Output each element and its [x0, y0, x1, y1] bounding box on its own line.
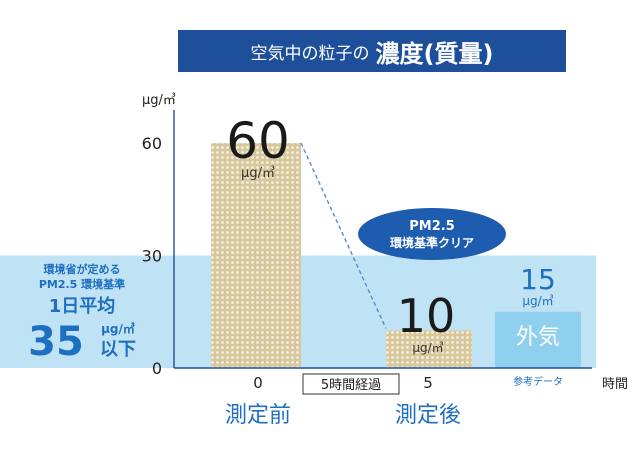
title-prefix: 空気中の粒子の	[250, 43, 370, 64]
badge-line-1: PM2.5	[409, 219, 455, 234]
y-tick-30: 30	[142, 247, 162, 266]
bar-0-unit-label: μg/㎥	[241, 166, 275, 181]
standard-suffix: 以下	[100, 339, 136, 360]
reference-note: 参考データ	[513, 375, 563, 388]
reference-unit-label: μg/㎥	[522, 294, 553, 308]
interval-box	[302, 373, 400, 395]
bar-0	[211, 143, 301, 368]
x-tick-1: 5	[423, 374, 433, 392]
reference-label: 外気	[516, 325, 560, 350]
bar-0-value-label: 60	[226, 112, 290, 170]
bar-1-value-label: 10	[397, 289, 456, 343]
bar-1	[386, 330, 472, 368]
standard-line-3: 1日平均	[49, 295, 116, 317]
badge-line-2: 環境基準クリア	[390, 235, 474, 250]
category-label-1: 測定後	[395, 403, 461, 428]
reference-bar	[495, 311, 581, 368]
standard-unit: μg/㎥	[101, 321, 135, 336]
x-tick-0: 0	[253, 374, 263, 392]
clear-badge	[358, 208, 506, 260]
y-axis-label: μg/㎥	[142, 93, 176, 108]
x-axis-label: 時間	[602, 377, 628, 392]
y-tick-60: 60	[142, 134, 162, 153]
chart-title: 空気中の粒子の 濃度(質量)	[178, 30, 566, 72]
standard-value: 35	[28, 319, 84, 365]
standard-line-2: PM2.5 環境基準	[39, 277, 125, 291]
y-tick-0: 0	[152, 359, 162, 378]
bar-1-unit-label: μg/㎥	[412, 341, 443, 355]
title-main: 濃度(質量)	[375, 39, 494, 68]
standard-line-1: 環境省が定める	[44, 262, 121, 276]
category-label-0: 測定前	[225, 403, 291, 428]
reference-value-label: 15	[520, 263, 556, 296]
interval-label: 5時間経過	[321, 378, 381, 393]
dashed-connector	[300, 142, 387, 329]
